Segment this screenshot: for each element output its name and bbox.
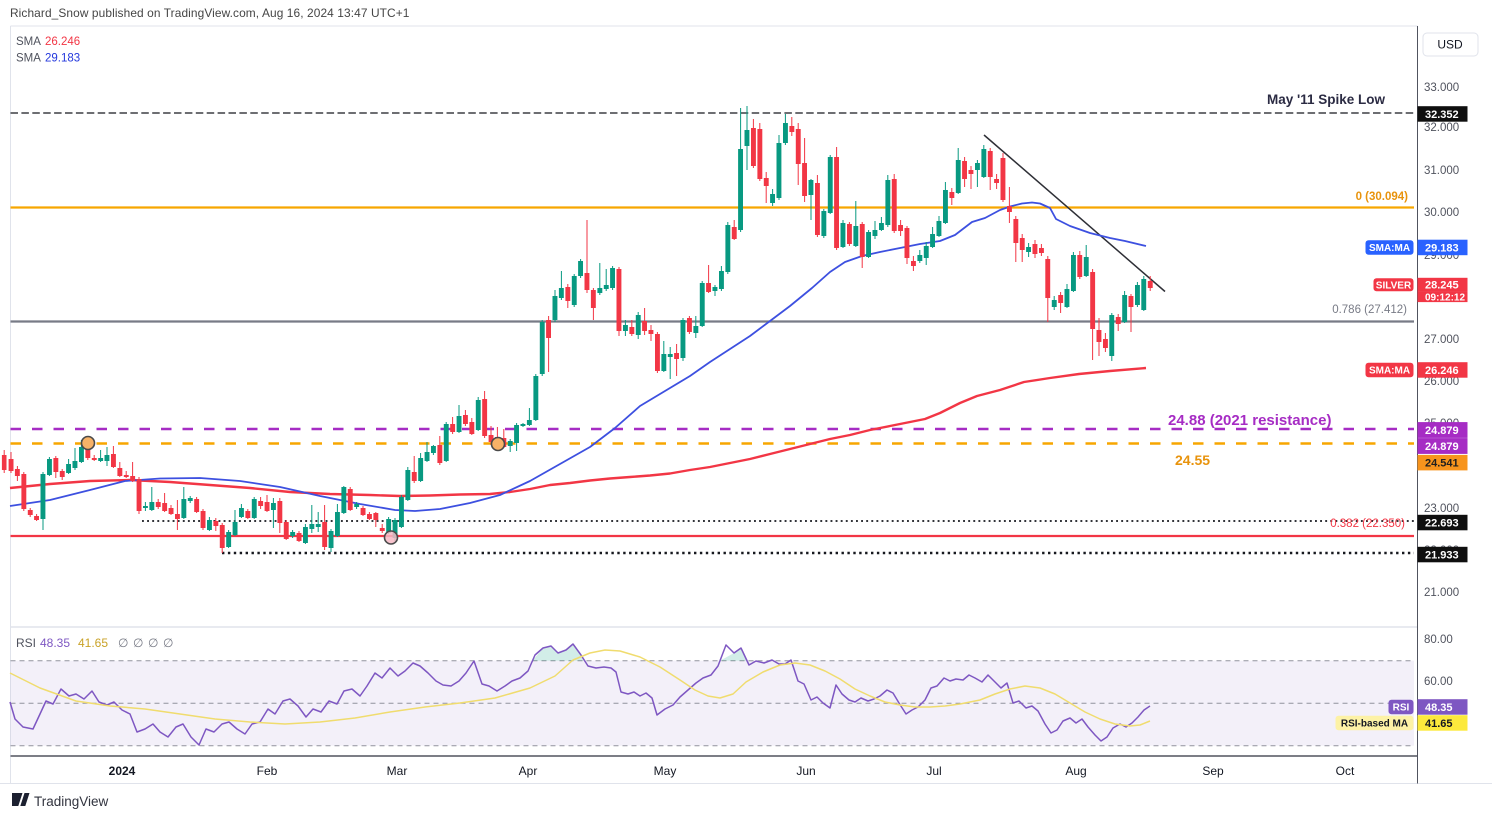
svg-text:2024: 2024: [109, 764, 136, 778]
svg-text:09:12:12: 09:12:12: [1425, 293, 1465, 304]
svg-text:Apr: Apr: [519, 764, 538, 778]
svg-text:80.00: 80.00: [1424, 634, 1453, 646]
svg-text:48.35: 48.35: [40, 636, 70, 650]
svg-text:SMA:MA: SMA:MA: [1369, 243, 1410, 254]
svg-text:Aug: Aug: [1065, 764, 1086, 778]
svg-text:41.65: 41.65: [1425, 718, 1453, 730]
svg-text:∅: ∅: [148, 636, 158, 650]
svg-text:SMA:MA: SMA:MA: [1369, 366, 1410, 377]
svg-text:May: May: [654, 764, 677, 778]
svg-text:RSI: RSI: [1393, 703, 1410, 714]
svg-text:22.693: 22.693: [1425, 517, 1459, 529]
svg-text:Jun: Jun: [796, 764, 815, 778]
svg-text:23.000: 23.000: [1424, 503, 1459, 515]
svg-text:60.00: 60.00: [1424, 676, 1453, 688]
svg-text:SILVER: SILVER: [1376, 281, 1412, 292]
svg-text:0.382 (22.350): 0.382 (22.350): [1330, 518, 1405, 530]
svg-text:21.000: 21.000: [1424, 587, 1459, 599]
svg-text:26.246: 26.246: [1425, 365, 1459, 377]
svg-text:32.352: 32.352: [1425, 109, 1459, 121]
svg-text:24.55: 24.55: [1175, 452, 1210, 468]
svg-text:0 (30.094): 0 (30.094): [1356, 191, 1409, 203]
svg-text:29.183: 29.183: [1425, 242, 1459, 254]
svg-text:29.183: 29.183: [45, 53, 80, 65]
svg-text:26.246: 26.246: [45, 36, 80, 48]
svg-text:24.88 (2021 resistance): 24.88 (2021 resistance): [1168, 412, 1331, 429]
svg-text:SMA: SMA: [16, 36, 41, 48]
svg-text:USD: USD: [1437, 38, 1463, 52]
svg-text:28.245: 28.245: [1425, 280, 1459, 292]
svg-text:SMA: SMA: [16, 53, 41, 65]
svg-text:21.933: 21.933: [1425, 549, 1459, 561]
svg-text:RSI-based MA: RSI-based MA: [1341, 719, 1408, 730]
svg-text:∅: ∅: [133, 636, 143, 650]
svg-text:24.879: 24.879: [1425, 425, 1459, 437]
svg-text:Feb: Feb: [257, 764, 278, 778]
svg-text:TradingView: TradingView: [34, 794, 109, 809]
svg-text:26.000: 26.000: [1424, 376, 1459, 388]
svg-text:31.000: 31.000: [1424, 165, 1459, 177]
svg-text:Mar: Mar: [387, 764, 408, 778]
svg-text:24.541: 24.541: [1425, 458, 1459, 470]
svg-text:33.000: 33.000: [1424, 82, 1459, 94]
svg-text:Jul: Jul: [926, 764, 941, 778]
svg-text:Sep: Sep: [1202, 764, 1224, 778]
svg-text:32.000: 32.000: [1424, 122, 1459, 134]
svg-text:48.35: 48.35: [1425, 702, 1453, 714]
svg-text:0.786 (27.412): 0.786 (27.412): [1332, 304, 1407, 316]
svg-text:∅: ∅: [118, 636, 128, 650]
svg-text:41.65: 41.65: [78, 636, 108, 650]
svg-text:RSI: RSI: [16, 636, 36, 650]
svg-text:∅: ∅: [163, 636, 173, 650]
svg-text:27.000: 27.000: [1424, 334, 1459, 346]
svg-text:May '11 Spike Low: May '11 Spike Low: [1267, 92, 1386, 107]
svg-text:24.879: 24.879: [1425, 441, 1459, 453]
svg-text:30.000: 30.000: [1424, 207, 1459, 219]
svg-text:Oct: Oct: [1336, 764, 1355, 778]
